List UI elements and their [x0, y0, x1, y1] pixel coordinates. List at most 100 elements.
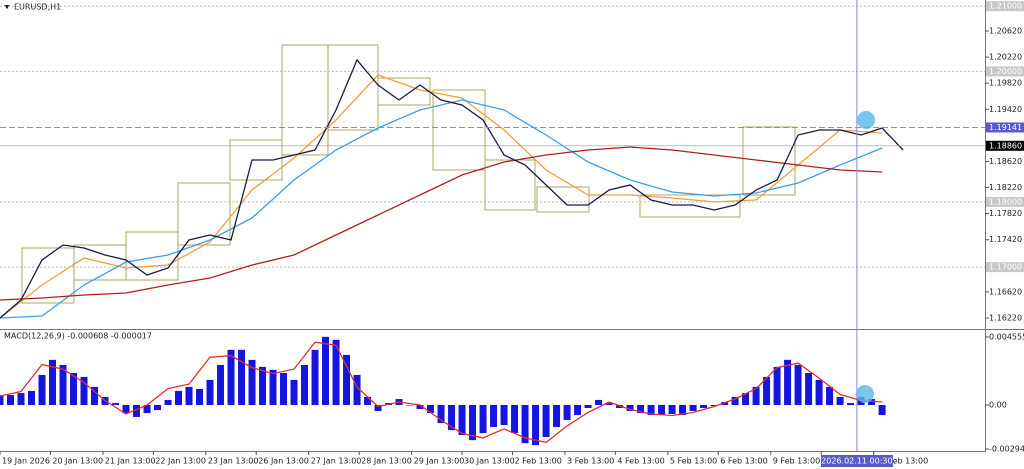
histogram-bar [143, 405, 151, 414]
histogram-bar [364, 396, 372, 406]
histogram-bar [80, 376, 88, 406]
histogram-bar [479, 405, 487, 434]
crosshair-price-box [986, 122, 1024, 133]
x-tick-label: 29 Jan 13:00 [414, 457, 465, 466]
y-tick-label: 1.16220 [989, 314, 1022, 323]
y-tick-label: 1.17420 [989, 235, 1022, 244]
histogram-bar [626, 405, 634, 411]
histogram-bar [154, 405, 162, 411]
histogram-bar [458, 405, 466, 436]
level-label: 1.20000 [989, 67, 1022, 76]
x-tick-label: 9 Feb 13:00 [773, 457, 820, 466]
histogram-bar [175, 390, 183, 406]
x-tick-label: 27 Jan 13:00 [311, 457, 362, 466]
histogram-bar [553, 405, 561, 427]
histogram-bar [511, 405, 519, 434]
histogram-bar [227, 349, 235, 406]
x-tick-label: 30 Jan 13:00 [464, 457, 515, 466]
histogram-bar [584, 405, 592, 408]
histogram-bar [794, 364, 802, 406]
histogram-bar [710, 405, 718, 407]
series-line [0, 99, 883, 319]
histogram-bar [416, 405, 424, 410]
histogram-bar [836, 396, 844, 406]
histogram-bar [38, 374, 46, 406]
x-tick-label: 4 Feb 13:00 [617, 457, 664, 466]
y-tick-label: 1.18220 [989, 183, 1022, 192]
y-tick-label: 1.17820 [989, 209, 1022, 218]
histogram-bar [322, 336, 330, 406]
series-line [0, 74, 883, 319]
highlight-marker [856, 385, 874, 403]
histogram-bar [878, 405, 886, 416]
x-tick-label: 20 Jan 13:00 [52, 457, 103, 466]
histogram-bar [290, 379, 298, 406]
histogram-bar [448, 405, 456, 431]
x-tick-label: 28 Jan 13:00 [361, 457, 412, 466]
histogram-bar [542, 405, 550, 437]
histogram-bar [532, 405, 540, 446]
histogram-bar [301, 364, 309, 406]
y-tick-label: 1.20220 [989, 53, 1022, 62]
histogram-bar [500, 405, 508, 426]
histogram-bar [574, 405, 582, 416]
x-tick-label: 11 Feb 13:00 [876, 457, 928, 466]
histogram-bar [122, 405, 130, 414]
histogram-bar [805, 373, 813, 406]
x-tick-label: 22 Jan 13:00 [155, 457, 206, 466]
histogram-bar [679, 405, 687, 416]
histogram-bar [826, 386, 834, 406]
series-line [0, 146, 883, 301]
histogram-bar [59, 364, 67, 406]
histogram-bar [815, 379, 823, 406]
y-tick-label: 0.004555 [989, 332, 1024, 341]
x-tick-label: 19 Jan 2026 [2, 457, 50, 466]
crosshair-time-label: 2026.02.11 00:30 [821, 457, 892, 466]
histogram-bar [196, 389, 204, 406]
level-label: 1.21000 [989, 2, 1022, 11]
level-box [986, 196, 1024, 207]
histogram-bar [217, 364, 225, 406]
histogram-bar [343, 354, 351, 406]
histogram-bar [17, 393, 25, 406]
histogram-bar [689, 405, 697, 411]
y-tick-label: 1.18620 [989, 157, 1022, 166]
histogram-bar [427, 405, 435, 414]
level-label: 1.18000 [989, 197, 1022, 206]
histogram-bar [374, 405, 382, 411]
histogram-bar [28, 390, 36, 406]
histogram-bar [311, 349, 319, 406]
histogram-bar [700, 405, 708, 408]
histogram-bar [185, 386, 193, 406]
histogram-bar [563, 405, 571, 420]
level-label: 1.17000 [989, 263, 1022, 272]
histogram-bar [742, 393, 750, 406]
histogram-bar [637, 405, 645, 414]
x-tick-label: 3 Feb 13:00 [567, 457, 614, 466]
histogram-bar [332, 339, 340, 406]
level-box [986, 66, 1024, 77]
histogram-bar [133, 405, 141, 417]
x-tick-label: 23 Jan 13:00 [208, 457, 259, 466]
y-tick-label: 1.19820 [989, 79, 1022, 88]
x-tick-label: 5 Feb 13:00 [670, 457, 717, 466]
level-box [986, 262, 1024, 273]
highlight-marker [857, 111, 875, 129]
histogram-bar [595, 399, 603, 406]
histogram-bar [49, 359, 57, 406]
last-price-label: 1.18860 [989, 141, 1022, 150]
histogram-bar [616, 405, 624, 408]
histogram-bar [784, 359, 792, 406]
chart-title: EURUSD,H1 [14, 3, 61, 12]
histogram-bar [437, 405, 445, 424]
level-box [986, 1, 1024, 12]
x-tick-label: 6 Feb 13:00 [720, 457, 767, 466]
histogram-bar [647, 405, 655, 416]
histogram-bar [406, 405, 414, 406]
y-tick-label: 1.16620 [989, 287, 1022, 296]
histogram-bar [353, 374, 361, 406]
crosshair-price-label: 1.19141 [989, 123, 1022, 132]
